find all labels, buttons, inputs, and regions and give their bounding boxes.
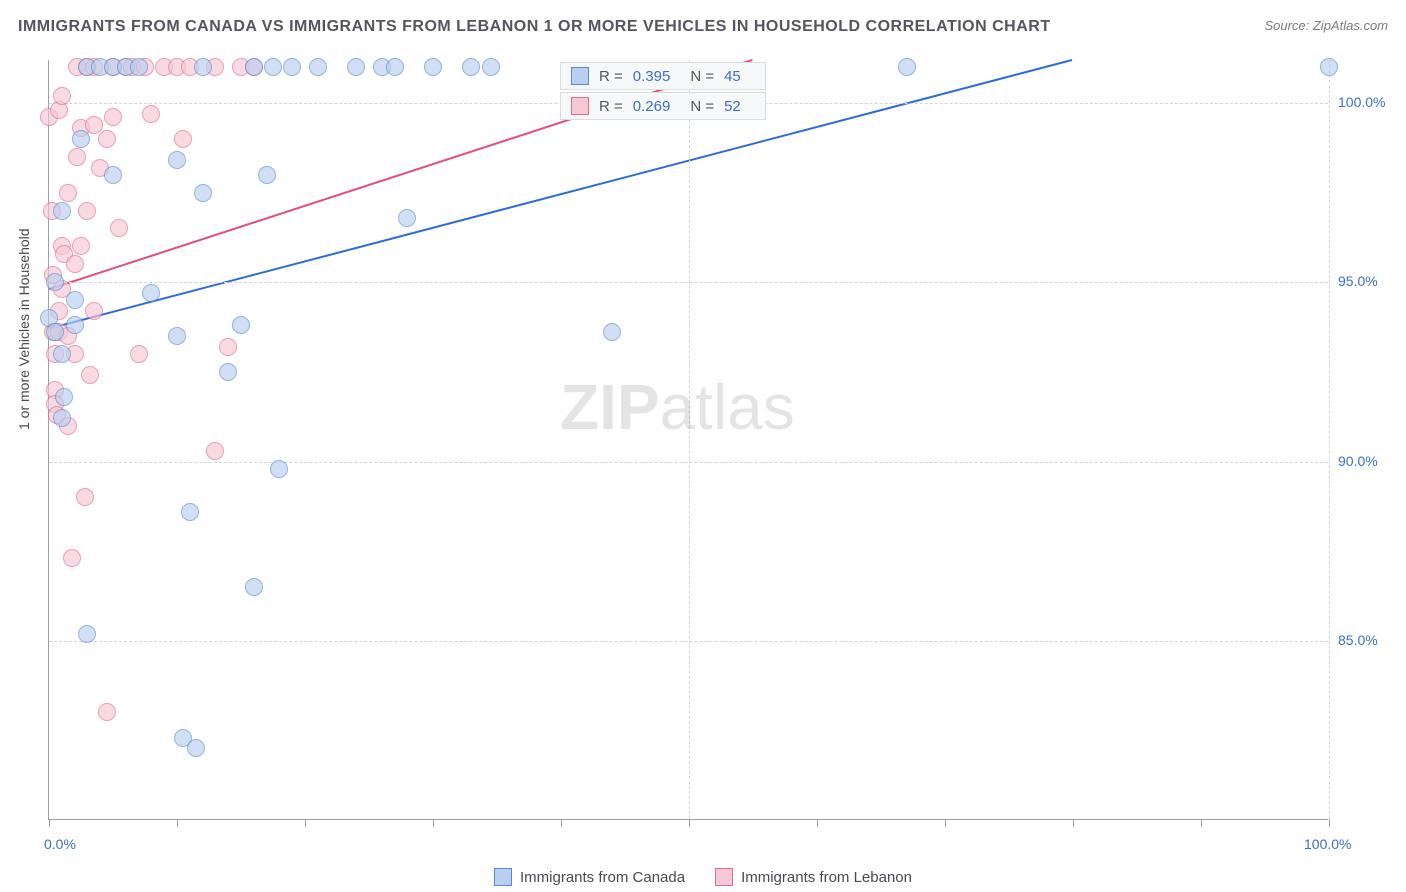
stats-legend: R = 0.395 N = 45 R = 0.269 N = 52 <box>560 62 766 122</box>
scatter-point-canada <box>142 284 160 302</box>
x-tick <box>1329 819 1330 827</box>
scatter-point-canada <box>219 363 237 381</box>
scatter-point-canada <box>462 58 480 76</box>
scatter-point-lebanon <box>68 148 86 166</box>
scatter-point-lebanon <box>142 105 160 123</box>
chart-title: IMMIGRANTS FROM CANADA VS IMMIGRANTS FRO… <box>18 18 1051 36</box>
scatter-point-lebanon <box>98 130 116 148</box>
x-tick <box>49 819 50 827</box>
x-axis-end-label: 100.0% <box>1304 836 1351 852</box>
scatter-point-canada <box>66 291 84 309</box>
x-tick <box>817 819 818 827</box>
source-credit: Source: ZipAtlas.com <box>1264 18 1388 33</box>
scatter-point-lebanon <box>81 366 99 384</box>
scatter-point-canada <box>283 58 301 76</box>
scatter-point-canada <box>53 409 71 427</box>
scatter-point-canada <box>258 166 276 184</box>
stats-row-lebanon: R = 0.269 N = 52 <box>560 92 766 120</box>
scatter-point-canada <box>78 625 96 643</box>
r-label: R = <box>599 98 623 115</box>
scatter-point-canada <box>398 209 416 227</box>
scatter-point-canada <box>187 739 205 757</box>
stats-row-canada: R = 0.395 N = 45 <box>560 62 766 90</box>
scatter-point-canada <box>55 388 73 406</box>
n-label: N = <box>690 68 714 85</box>
legend-item-lebanon: Immigrants from Lebanon <box>715 868 912 886</box>
legend-item-canada: Immigrants from Canada <box>494 868 685 886</box>
scatter-point-lebanon <box>174 130 192 148</box>
n-value-canada: 45 <box>724 68 741 85</box>
gridline-v <box>689 60 690 819</box>
scatter-point-canada <box>245 58 263 76</box>
scatter-point-canada <box>424 58 442 76</box>
swatch-lebanon-icon <box>715 868 733 886</box>
scatter-point-canada <box>309 58 327 76</box>
y-tick-label: 100.0% <box>1338 94 1385 110</box>
scatter-point-canada <box>46 323 64 341</box>
scatter-point-canada <box>1320 58 1338 76</box>
scatter-point-canada <box>53 202 71 220</box>
scatter-point-canada <box>53 345 71 363</box>
plot-area <box>48 60 1328 820</box>
scatter-point-lebanon <box>76 488 94 506</box>
scatter-point-canada <box>482 58 500 76</box>
scatter-point-canada <box>46 273 64 291</box>
n-value-lebanon: 52 <box>724 98 741 115</box>
scatter-point-canada <box>898 58 916 76</box>
scatter-point-canada <box>168 327 186 345</box>
scatter-point-canada <box>603 323 621 341</box>
scatter-point-canada <box>245 578 263 596</box>
scatter-point-canada <box>181 503 199 521</box>
scatter-point-canada <box>194 184 212 202</box>
scatter-point-canada <box>347 58 365 76</box>
legend-label-canada: Immigrants from Canada <box>520 869 685 886</box>
x-tick <box>305 819 306 827</box>
series-legend: Immigrants from Canada Immigrants from L… <box>0 868 1406 886</box>
scatter-point-lebanon <box>206 442 224 460</box>
n-label: N = <box>690 98 714 115</box>
swatch-lebanon-icon <box>571 97 589 115</box>
scatter-point-lebanon <box>110 219 128 237</box>
scatter-point-lebanon <box>104 108 122 126</box>
gridline-v <box>1329 60 1330 819</box>
scatter-point-lebanon <box>72 237 90 255</box>
x-axis-start-label: 0.0% <box>44 836 76 852</box>
scatter-point-lebanon <box>63 549 81 567</box>
scatter-point-canada <box>104 166 122 184</box>
y-tick-label: 85.0% <box>1338 632 1378 648</box>
scatter-point-canada <box>264 58 282 76</box>
x-tick <box>1201 819 1202 827</box>
scatter-point-lebanon <box>130 345 148 363</box>
scatter-point-lebanon <box>66 255 84 273</box>
scatter-point-canada <box>386 58 404 76</box>
scatter-point-lebanon <box>78 202 96 220</box>
y-tick-label: 90.0% <box>1338 453 1378 469</box>
x-tick <box>433 819 434 827</box>
x-tick <box>945 819 946 827</box>
y-axis-label: 1 or more Vehicles in Household <box>16 228 32 430</box>
scatter-point-canada <box>270 460 288 478</box>
scatter-point-canada <box>130 58 148 76</box>
legend-label-lebanon: Immigrants from Lebanon <box>741 869 912 886</box>
scatter-point-lebanon <box>85 302 103 320</box>
scatter-point-canada <box>194 58 212 76</box>
x-tick <box>1073 819 1074 827</box>
scatter-point-canada <box>66 316 84 334</box>
scatter-point-canada <box>72 130 90 148</box>
x-tick <box>177 819 178 827</box>
r-label: R = <box>599 68 623 85</box>
scatter-point-lebanon <box>53 87 71 105</box>
r-value-canada: 0.395 <box>633 68 671 85</box>
scatter-point-canada <box>232 316 250 334</box>
scatter-point-lebanon <box>219 338 237 356</box>
swatch-canada-icon <box>494 868 512 886</box>
scatter-point-canada <box>168 151 186 169</box>
scatter-point-lebanon <box>59 184 77 202</box>
x-tick <box>689 819 690 827</box>
y-tick-label: 95.0% <box>1338 273 1378 289</box>
swatch-canada-icon <box>571 67 589 85</box>
x-tick <box>561 819 562 827</box>
r-value-lebanon: 0.269 <box>633 98 671 115</box>
scatter-point-lebanon <box>98 703 116 721</box>
